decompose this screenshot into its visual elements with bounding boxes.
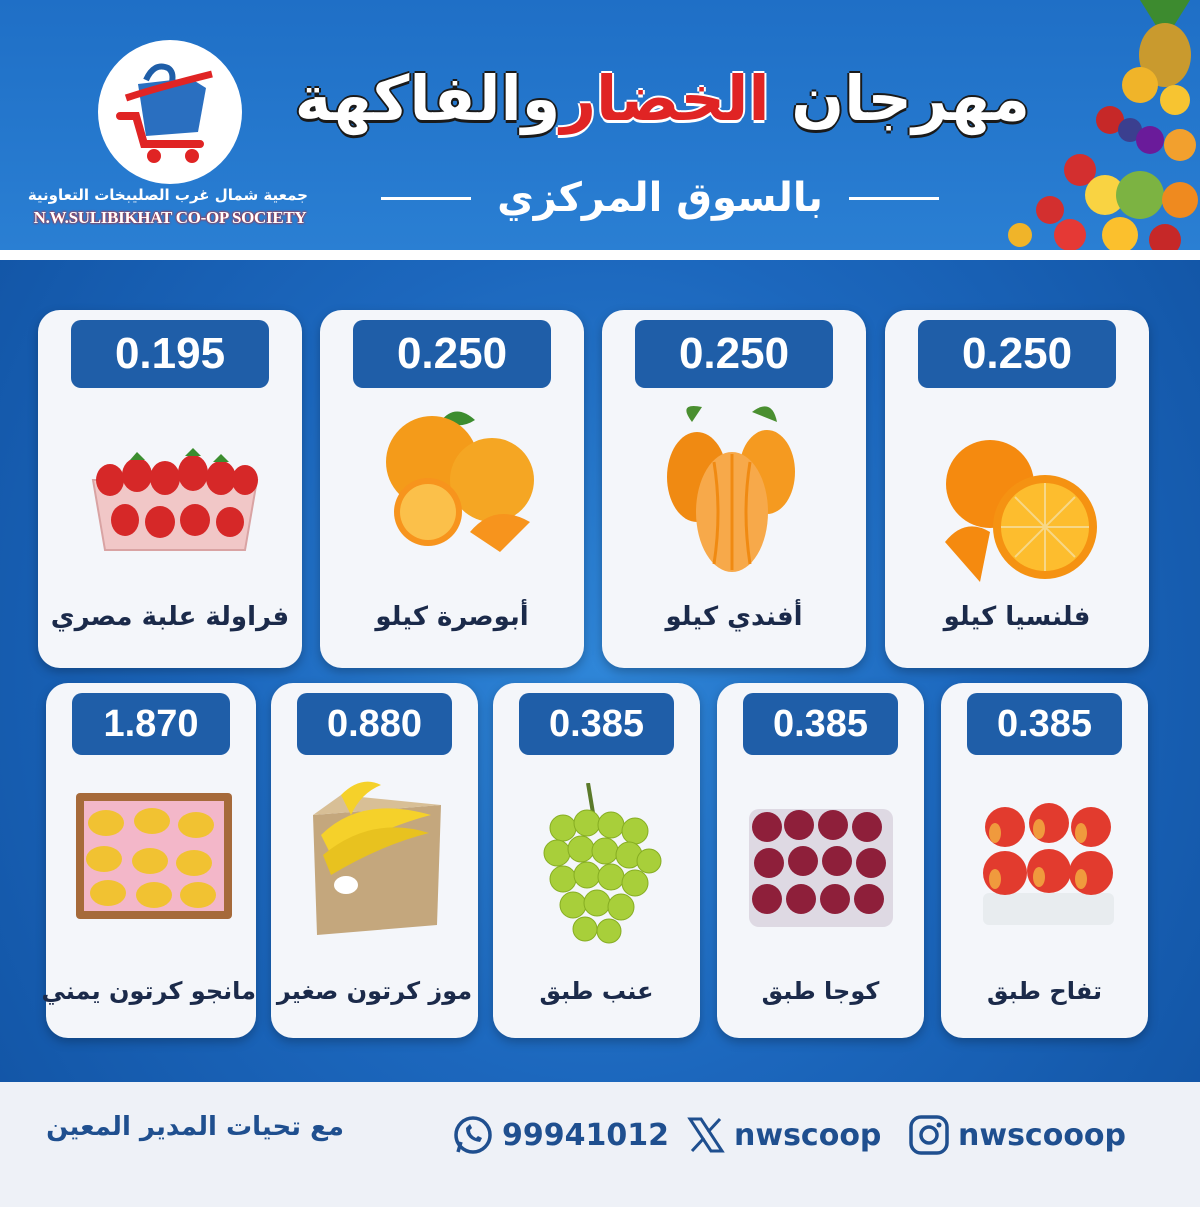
- instagram-handle: nwscooop: [958, 1117, 1127, 1153]
- whatsapp-icon: [454, 1116, 492, 1154]
- subtitle-line-left: [381, 196, 472, 200]
- product-name: موز كرتون صغير: [276, 977, 473, 1005]
- coop-logo: [98, 40, 242, 184]
- product-card-navel-orange: 0.250 أبوصرة كيلو: [320, 310, 584, 668]
- price-badge: 0.250: [353, 320, 551, 388]
- price-badge: 0.250: [635, 320, 833, 388]
- logo-arabic-name: جمعية شمال غرب الصليبخات التعاونية: [27, 186, 308, 204]
- footer-bar: [0, 1082, 1200, 1207]
- mandarin-icon: [667, 406, 795, 572]
- product-name: أفندي كيلو: [665, 602, 803, 632]
- shopping-cart-icon: [116, 63, 213, 163]
- apple-tray-icon: [983, 803, 1114, 925]
- product-name: عنب طبق: [539, 977, 654, 1005]
- product-card-mandarin: 0.250 أفندي كيلو: [602, 310, 866, 668]
- product-card-strawberry: 0.195 فراولة علبة مصري: [38, 310, 302, 668]
- navel-orange-icon: [386, 411, 534, 552]
- footer-greeting: مع تحيات المدير المعين: [46, 1112, 344, 1142]
- fruit-basket-icon: [1008, 0, 1198, 250]
- product-card-valencia-orange: 0.250 فلنسيا كيلو: [885, 310, 1149, 668]
- price-badge: 0.385: [519, 693, 674, 755]
- logo-english-name: N.W.SULIBIKHAT CO-OP SOCIETY: [33, 208, 307, 227]
- instagram-icon: [909, 1115, 949, 1155]
- product-card-grapes: 0.385 عنب طبق: [493, 683, 700, 1038]
- whatsapp-contact[interactable]: 99941012: [452, 1110, 669, 1160]
- price-badge: 0.385: [967, 693, 1122, 755]
- product-name: تفاح طبق: [987, 977, 1102, 1005]
- instagram-contact[interactable]: nwscooop: [908, 1110, 1126, 1160]
- product-card-apple: 0.385 تفاح طبق: [941, 683, 1148, 1038]
- price-badge: 1.870: [72, 693, 230, 755]
- page-title: مهرجان الخضاروالفاكهة: [295, 62, 1030, 135]
- title-word-1: مهرجان: [791, 62, 1030, 135]
- banana-box-icon: [313, 781, 441, 935]
- strawberry-box-icon: [91, 448, 259, 551]
- price-badge: 0.250: [918, 320, 1116, 388]
- price-badge: 0.385: [743, 693, 898, 755]
- valencia-orange-icon: [945, 440, 1097, 582]
- x-contact[interactable]: nwscoop: [686, 1110, 881, 1160]
- product-name: فلنسيا كيلو: [943, 602, 1091, 632]
- product-card-mango: 1.870 مانجو كرتون يمني: [41, 683, 256, 1038]
- product-name: أبوصرة كيلو: [375, 602, 529, 632]
- product-name: فراولة علبة مصري: [50, 602, 290, 632]
- title-word-3: والفاكهة: [294, 62, 561, 135]
- product-name: كوجا طبق: [761, 977, 880, 1005]
- subtitle-line-right: [848, 196, 939, 200]
- price-badge: 0.880: [297, 693, 452, 755]
- title-word-2: الخضار: [560, 62, 770, 135]
- plum-tray-icon: [749, 809, 893, 927]
- product-card-banana: 0.880 موز كرتون صغير: [271, 683, 478, 1038]
- mango-box-icon: [76, 793, 232, 919]
- grapes-icon: [543, 783, 662, 944]
- header-divider: [0, 250, 1200, 260]
- page-subtitle: بالسوق المركزي: [497, 175, 823, 221]
- x-icon: [687, 1117, 725, 1153]
- x-handle: nwscoop: [734, 1117, 882, 1153]
- whatsapp-number: 99941012: [502, 1117, 669, 1153]
- subtitle-row: بالسوق المركزي: [360, 168, 960, 228]
- product-name: مانجو كرتون يمني: [41, 977, 256, 1005]
- product-card-plum: 0.385 كوجا طبق: [717, 683, 924, 1038]
- price-badge: 0.195: [71, 320, 269, 388]
